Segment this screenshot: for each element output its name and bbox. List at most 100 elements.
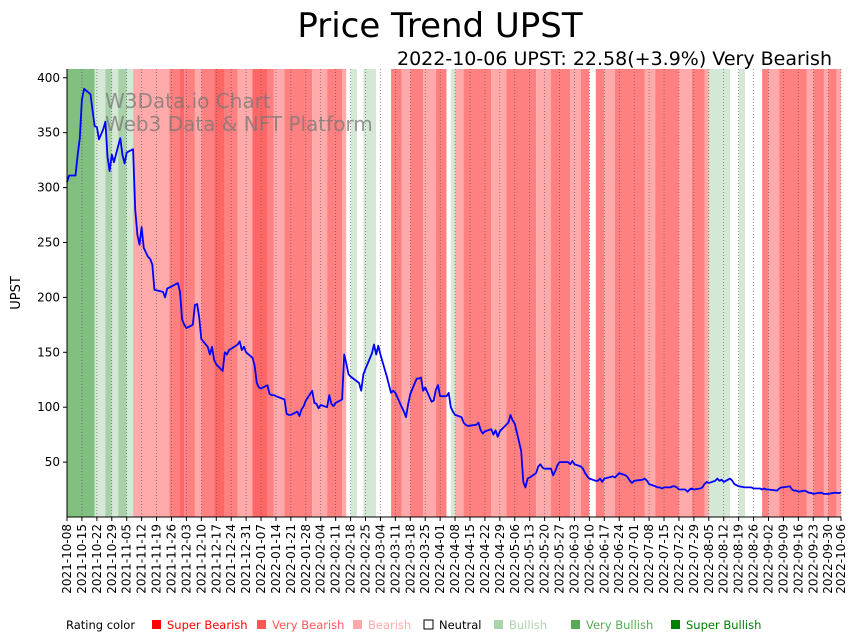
x-tick-label: 2022-03-04 xyxy=(373,524,387,594)
x-tick-label: 2022-03-25 xyxy=(418,524,432,594)
y-axis-ticks: 50 100 150 200 250 300 350 400 xyxy=(37,71,67,469)
rating-band xyxy=(691,69,705,517)
x-tick-label: 2022-09-16 xyxy=(791,524,805,594)
legend-label: Bullish xyxy=(509,618,547,632)
y-tick-label: 100 xyxy=(37,400,60,414)
rating-band xyxy=(67,69,95,517)
x-tick-label: 2021-12-17 xyxy=(209,524,223,594)
rating-band xyxy=(745,69,763,517)
rating-band xyxy=(423,69,436,517)
x-tick-label: 2022-04-08 xyxy=(448,524,462,594)
rating-band xyxy=(455,69,464,517)
legend-swatch xyxy=(671,620,680,629)
x-tick-label: 2021-10-22 xyxy=(90,524,104,594)
rating-band xyxy=(391,69,402,517)
x-tick-label: 2022-06-10 xyxy=(582,524,596,594)
rating-band xyxy=(655,69,679,517)
x-tick-label: 2022-04-01 xyxy=(433,524,447,594)
rating-band xyxy=(506,69,537,517)
rating-band xyxy=(708,69,731,517)
y-tick-label: 350 xyxy=(37,126,60,140)
legend-swatch xyxy=(571,620,580,629)
x-tick-label: 2021-10-15 xyxy=(75,524,89,594)
legend-swatch xyxy=(423,619,434,630)
y-tick-label: 250 xyxy=(37,235,60,249)
chart-title: Price Trend UPST xyxy=(297,6,583,46)
x-tick-label: 2022-09-09 xyxy=(776,524,790,594)
x-tick-label: 2021-12-24 xyxy=(224,524,238,594)
x-tick-label: 2021-11-12 xyxy=(135,524,149,594)
rating-band xyxy=(342,69,347,517)
x-tick-label: 2022-04-15 xyxy=(463,524,477,594)
x-tick-label: 2022-09-02 xyxy=(762,524,776,594)
rating-band xyxy=(604,69,615,517)
rating-band xyxy=(614,69,645,517)
rating-bands xyxy=(67,69,841,517)
x-tick-label: 2022-02-04 xyxy=(314,524,328,594)
x-tick-label: 2022-02-25 xyxy=(359,524,373,594)
rating-band xyxy=(704,69,709,517)
x-tick-label: 2022-07-22 xyxy=(672,524,686,594)
legend-swatch xyxy=(494,620,503,629)
rating-band xyxy=(376,69,392,517)
y-axis-label: UPST xyxy=(9,276,24,310)
x-tick-label: 2022-05-06 xyxy=(508,524,522,594)
rating-band xyxy=(836,69,841,517)
x-tick-label: 2022-01-28 xyxy=(299,524,313,594)
x-tick-label: 2021-10-08 xyxy=(60,524,74,594)
x-tick-label: 2022-08-12 xyxy=(717,524,731,594)
rating-band xyxy=(312,69,328,517)
legend-swatch xyxy=(152,620,161,629)
legend-label: Very Bearish xyxy=(272,618,344,632)
y-tick-label: 200 xyxy=(37,290,60,304)
rating-band xyxy=(435,69,447,517)
rating-band xyxy=(491,69,507,517)
rating-band xyxy=(126,69,134,517)
y-tick-label: 150 xyxy=(37,345,60,359)
rating-band xyxy=(644,69,656,517)
x-tick-label: 2022-09-23 xyxy=(806,524,820,594)
legend-label: Bearish xyxy=(368,618,411,632)
rating-band xyxy=(730,69,739,517)
rating-band xyxy=(273,69,285,517)
x-tick-label: 2022-07-15 xyxy=(657,524,671,594)
x-tick-label: 2022-09-30 xyxy=(821,524,835,594)
x-tick-label: 2022-04-22 xyxy=(478,524,492,594)
x-tick-label: 2022-01-14 xyxy=(269,524,283,594)
watermark-line-1: W3Data.io Chart xyxy=(105,89,271,113)
rating-band xyxy=(768,69,780,517)
x-tick-label: 2022-07-29 xyxy=(687,524,701,594)
rating-band xyxy=(823,69,829,517)
rating-band xyxy=(267,69,274,517)
rating-band xyxy=(410,69,424,517)
x-tick-label: 2021-11-05 xyxy=(120,524,134,594)
rating-band xyxy=(551,69,571,517)
x-tick-label: 2021-12-03 xyxy=(179,524,193,594)
rating-band xyxy=(738,69,746,517)
legend-title: Rating color xyxy=(66,618,135,632)
legend-label: Super Bearish xyxy=(167,618,248,632)
x-tick-label: 2022-08-26 xyxy=(747,524,761,594)
rating-band xyxy=(252,69,268,517)
rating-band xyxy=(180,69,185,517)
chart-subtitle: 2022-10-06 UPST: 22.58(+3.9%) Very Beari… xyxy=(397,48,832,70)
x-tick-label: 2022-03-11 xyxy=(388,524,402,594)
legend-label: Very Bullish xyxy=(586,618,653,632)
y-tick-label: 300 xyxy=(37,181,60,195)
rating-band xyxy=(105,69,112,517)
rating-band xyxy=(401,69,411,517)
x-tick-label: 2022-03-18 xyxy=(403,524,417,594)
rating-band xyxy=(570,69,581,517)
rating-band xyxy=(224,69,238,517)
rating-band xyxy=(678,69,692,517)
rating-band xyxy=(169,69,181,517)
rating-band xyxy=(762,69,769,517)
x-tick-label: 2022-06-03 xyxy=(567,524,581,594)
rating-band xyxy=(194,69,202,517)
rating-band xyxy=(356,69,364,517)
x-tick-label: 2022-01-21 xyxy=(284,524,298,594)
y-tick-label: 400 xyxy=(37,71,60,85)
x-tick-label: 2021-12-10 xyxy=(194,524,208,594)
x-tick-label: 2022-10-06 xyxy=(834,524,848,594)
price-series xyxy=(66,87,842,495)
